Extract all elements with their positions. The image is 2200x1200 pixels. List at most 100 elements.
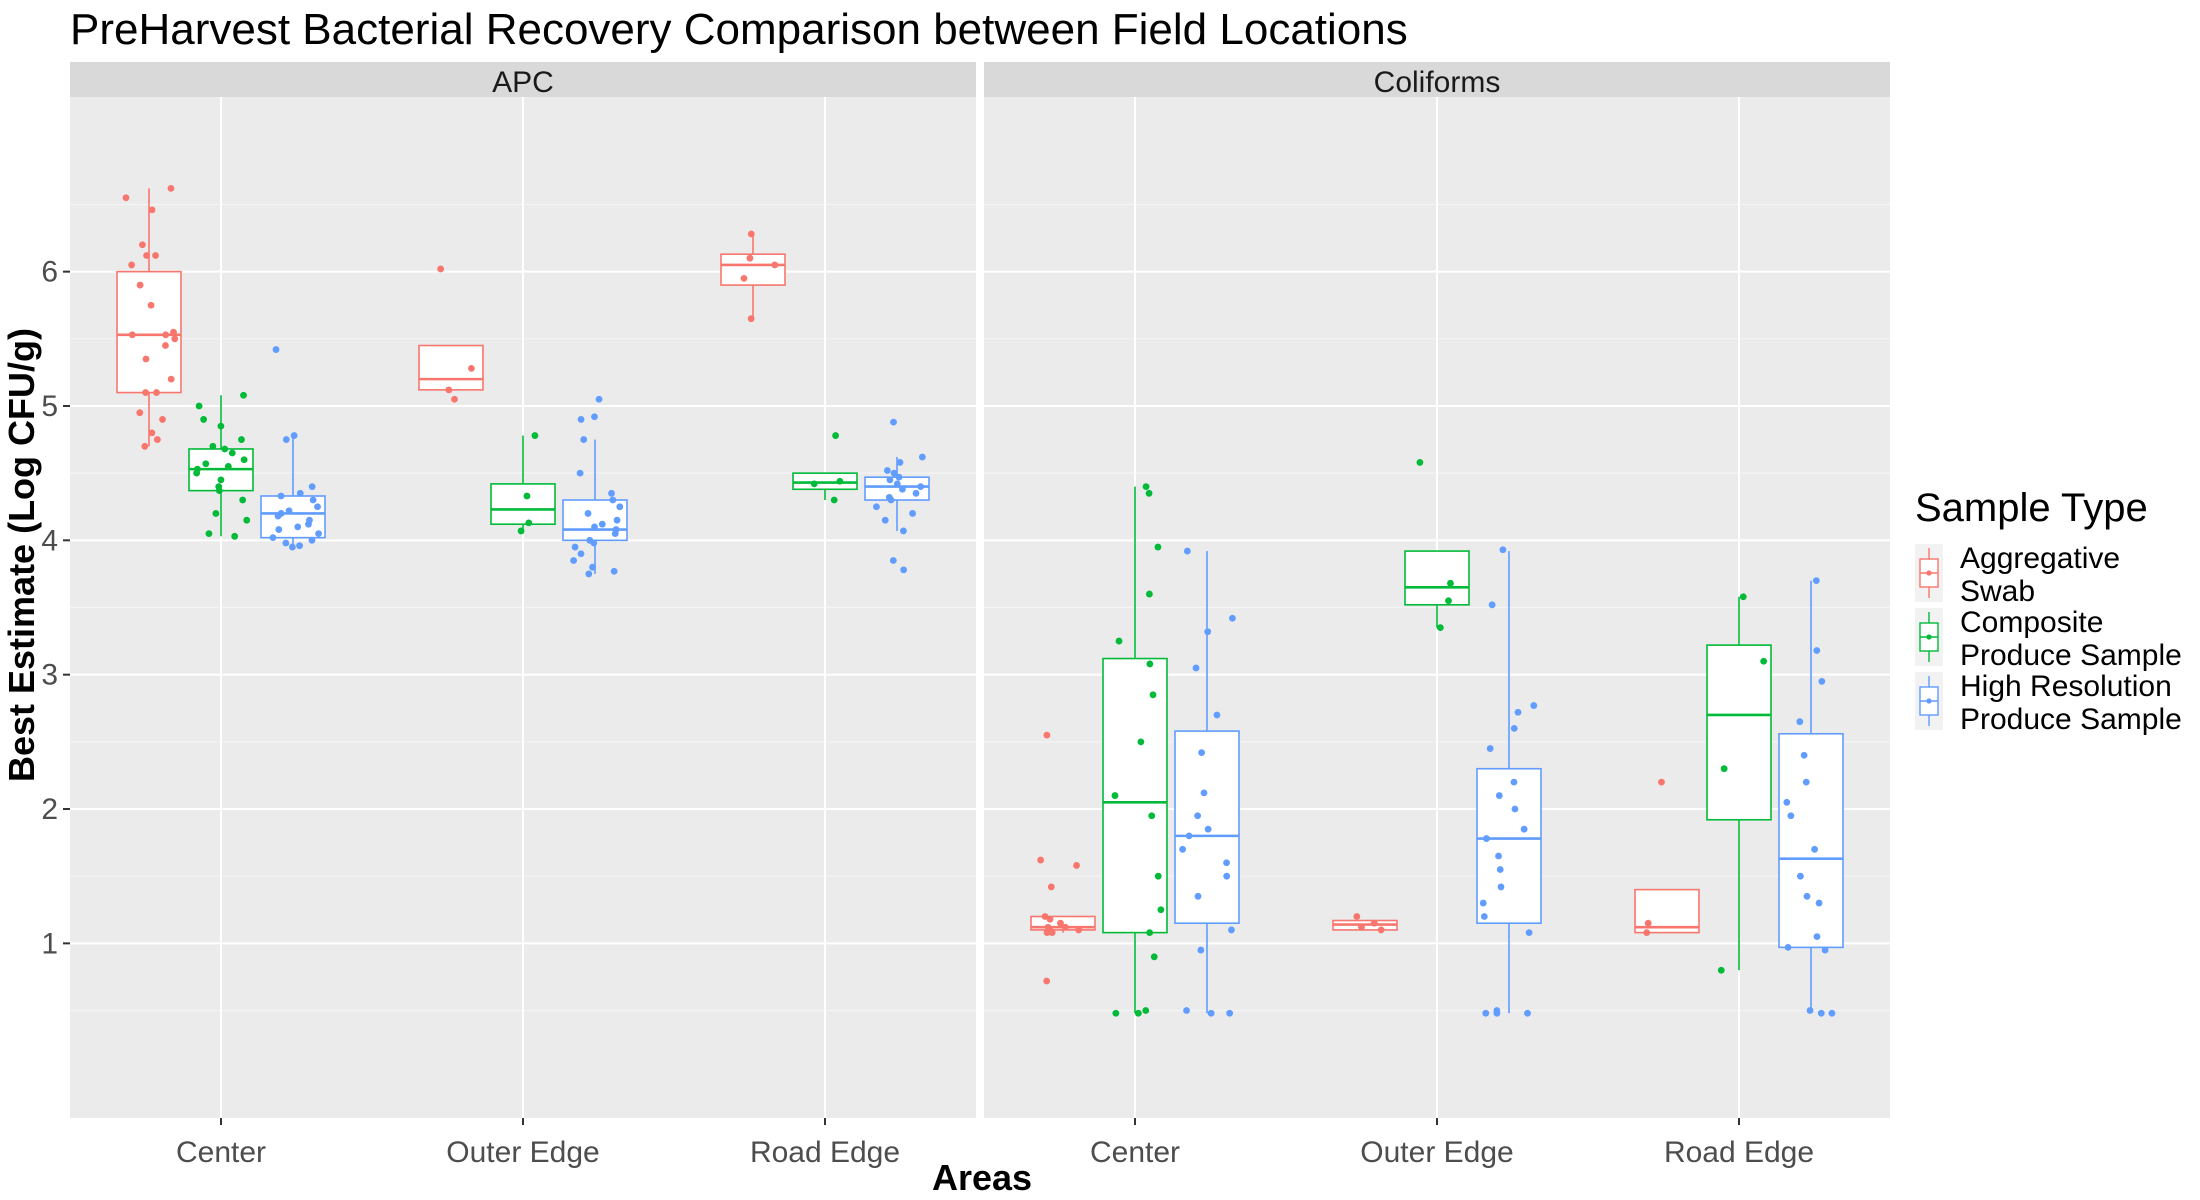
data-point xyxy=(1644,919,1652,927)
data-point xyxy=(909,510,916,517)
data-point xyxy=(1148,812,1156,820)
data-point xyxy=(830,496,838,504)
boxplot xyxy=(1102,483,1168,1017)
data-point xyxy=(171,335,179,343)
data-point xyxy=(296,489,304,497)
data-point xyxy=(1226,1009,1234,1017)
data-point xyxy=(1436,624,1444,632)
data-point xyxy=(1194,892,1202,900)
data-point xyxy=(1204,628,1212,636)
data-point xyxy=(1806,1007,1814,1014)
data-point xyxy=(1194,812,1202,820)
data-point xyxy=(308,483,316,490)
facet-strip xyxy=(70,62,976,102)
data-point xyxy=(1818,677,1826,685)
data-point xyxy=(1530,702,1538,709)
data-point xyxy=(1075,926,1083,934)
data-point xyxy=(1111,792,1119,799)
data-point xyxy=(1223,859,1230,867)
data-point xyxy=(282,539,290,547)
data-point xyxy=(1486,745,1494,752)
data-point xyxy=(282,436,290,443)
y-axis-title: Best Estimate (Log CFU/g) xyxy=(1,328,42,782)
data-point xyxy=(1048,929,1056,937)
boxplot xyxy=(1634,778,1700,937)
boxplot xyxy=(260,346,326,551)
data-point xyxy=(591,523,598,531)
legend-label: Swab xyxy=(1960,575,2035,608)
data-point xyxy=(294,523,302,531)
data-point xyxy=(577,416,585,423)
data-point xyxy=(228,449,236,457)
data-point xyxy=(231,532,239,540)
data-point xyxy=(468,364,475,372)
chart-title: PreHarvest Bacterial Recovery Comparison… xyxy=(70,5,1408,54)
data-point xyxy=(1495,792,1503,799)
data-point xyxy=(1061,923,1069,931)
data-point xyxy=(308,536,316,544)
data-point xyxy=(1787,812,1795,820)
data-point xyxy=(1815,899,1823,907)
facet-strip-label: APC xyxy=(492,66,554,99)
x-tick-label: Outer Edge xyxy=(446,1136,599,1169)
data-point xyxy=(832,432,840,439)
data-point xyxy=(1802,778,1810,786)
data-point xyxy=(1183,1007,1190,1014)
data-point xyxy=(1207,1009,1215,1017)
data-point xyxy=(1213,711,1221,719)
data-point xyxy=(1145,489,1153,497)
y-tick-label: 4 xyxy=(41,524,58,557)
data-point xyxy=(900,527,907,535)
box-body xyxy=(792,472,858,491)
y-tick-label: 5 xyxy=(41,390,58,423)
data-point xyxy=(305,520,312,528)
data-point xyxy=(209,442,217,450)
data-point xyxy=(1043,929,1051,937)
data-point xyxy=(1150,953,1158,961)
data-point xyxy=(585,570,593,578)
data-point xyxy=(238,436,245,443)
data-point xyxy=(309,496,317,504)
data-point xyxy=(1800,751,1808,759)
data-point xyxy=(771,261,779,269)
facet-strip-label: Coliforms xyxy=(1374,66,1501,99)
data-point xyxy=(1796,718,1804,726)
data-point xyxy=(139,241,146,249)
data-point xyxy=(616,503,624,511)
data-point xyxy=(1370,919,1378,927)
data-point xyxy=(896,459,904,466)
data-point xyxy=(873,503,880,511)
x-tick-label: Outer Edge xyxy=(1360,1136,1513,1169)
data-point xyxy=(1197,946,1205,954)
data-point xyxy=(159,416,166,423)
data-point xyxy=(570,557,578,564)
data-point xyxy=(1142,483,1150,490)
data-point xyxy=(1658,778,1665,786)
data-point xyxy=(1047,883,1055,891)
data-point xyxy=(314,503,321,511)
data-point xyxy=(1057,919,1064,927)
data-point xyxy=(912,489,920,497)
boxplot xyxy=(490,432,556,535)
legend-label: Composite xyxy=(1960,606,2103,639)
data-point xyxy=(1112,1009,1120,1017)
data-point xyxy=(167,184,175,192)
data-point xyxy=(1447,579,1454,587)
data-point xyxy=(141,442,149,450)
data-point xyxy=(315,530,322,538)
data-point xyxy=(1223,872,1231,880)
data-point xyxy=(1797,872,1804,880)
data-point xyxy=(1520,825,1528,833)
data-point xyxy=(1353,913,1361,920)
data-point xyxy=(143,252,150,259)
data-point xyxy=(148,429,156,437)
data-point xyxy=(746,254,754,262)
data-point xyxy=(1760,657,1768,665)
data-point xyxy=(1146,929,1154,937)
data-point xyxy=(1524,1009,1531,1017)
boxplot xyxy=(1476,546,1542,1017)
data-point xyxy=(747,315,755,323)
data-point xyxy=(590,539,598,547)
data-point xyxy=(167,375,175,383)
data-point xyxy=(595,395,603,403)
